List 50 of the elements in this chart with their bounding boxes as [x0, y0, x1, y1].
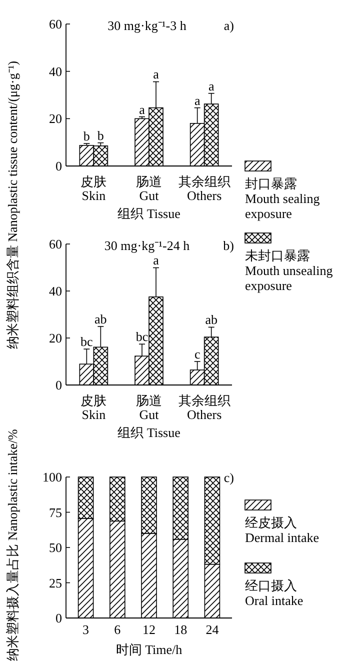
y-axis-title: 纳米塑料组织含量 Nanoplastic tissue content/(μg·g⁻¹) — [5, 60, 20, 350]
y-tick-label: 60 — [49, 236, 62, 252]
y-tick-label: 40 — [49, 64, 62, 79]
x-tick-label: 其余组织 Others — [178, 174, 230, 203]
chart-title: 30 mg·kg⁻¹-24 h — [104, 238, 190, 253]
x-tick-label: 24 — [206, 622, 220, 637]
x-tick-label: 肠道 Gut — [136, 174, 162, 203]
y-tick-label: 0 — [56, 610, 62, 626]
data-label: ab — [94, 311, 107, 326]
chart-title: 30 mg·kg⁻¹-3 h — [108, 18, 187, 33]
x-tick-label: 肠道 Gut — [136, 393, 162, 422]
y-tick-label: 20 — [49, 111, 62, 126]
y-tick-label: 100 — [42, 470, 62, 484]
annotation: c) — [224, 470, 234, 485]
y-tick-label: 50 — [49, 540, 62, 555]
x-tick-label: 6 — [114, 622, 122, 637]
y-tick-label: 0 — [56, 158, 62, 174]
x-axis-title: 组织 Tissue — [118, 206, 181, 221]
x-tick-label: 皮肤 Skin — [80, 174, 107, 203]
x-tick-label: 18 — [174, 622, 188, 637]
y-tick-label: 25 — [49, 575, 62, 590]
data-label: a — [139, 102, 146, 117]
y-tick-label: 20 — [49, 330, 62, 346]
x-tick-label: 皮肤 Skin — [80, 393, 107, 422]
data-label: bc — [136, 329, 148, 344]
data-label: b — [83, 128, 90, 144]
data-label: a — [153, 252, 160, 268]
x-tick-label: 3 — [82, 622, 90, 637]
y-tick-label: 75 — [49, 504, 62, 520]
data-label: ab — [205, 312, 218, 328]
data-label: a — [194, 92, 200, 108]
y-tick-label: 0 — [56, 378, 62, 392]
y-tick-label: 60 — [49, 16, 62, 32]
legend-label: 经口摄入 Oral intake — [245, 578, 304, 608]
data-label: a — [208, 78, 214, 94]
legend-label: 经皮摄入 Dermal intake — [245, 515, 320, 545]
y-tick-label: 40 — [49, 284, 62, 298]
data-label: c — [194, 346, 200, 362]
legend-label: 未封口暴露 Mouth unsealing exposure — [245, 248, 334, 293]
x-axis-title: 时间 Time/h — [116, 642, 183, 657]
x-tick-label: 12 — [142, 622, 156, 637]
annotation: a) — [224, 18, 234, 33]
legend-label: 封口暴露 Mouth sealing exposure — [245, 176, 320, 221]
data-label: b — [97, 128, 104, 143]
y-axis-title: 纳米塑料摄入量占比 Nanoplastic intake/% — [5, 428, 20, 661]
annotation: b) — [223, 238, 234, 253]
data-label: bc — [80, 334, 94, 350]
data-label: a — [153, 66, 160, 82]
x-tick-label: 其余组织 Others — [178, 393, 230, 422]
x-axis-title: 组织 Tissue — [118, 425, 181, 440]
